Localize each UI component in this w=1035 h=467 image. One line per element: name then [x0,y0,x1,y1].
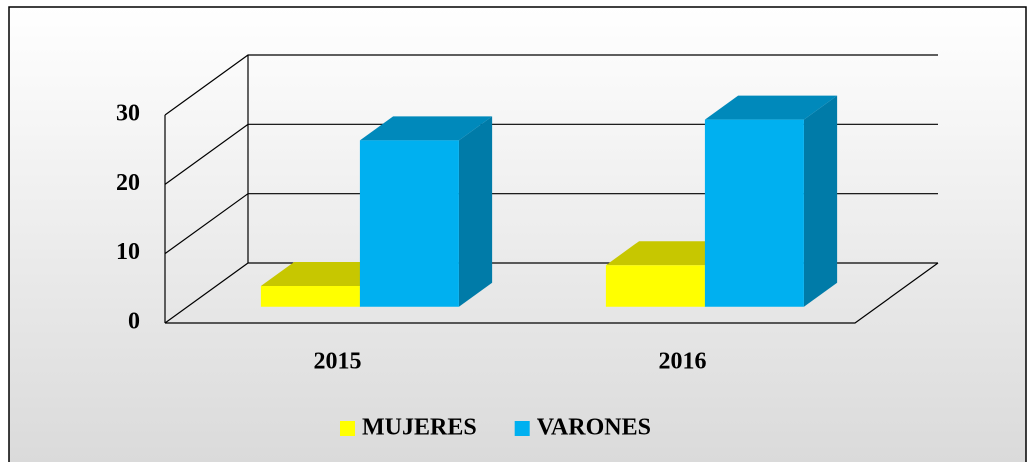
chart-frame [8,6,1027,467]
bar-front [359,140,459,307]
legend-label: VARONES [537,415,651,441]
y-tick-label: 30 [116,101,140,127]
bar-front [605,265,705,307]
grid-line [164,54,938,116]
legend-label: MUJERES [362,415,477,441]
legend-swatch [340,421,355,436]
bar-top [359,116,493,141]
y-tick-label: 0 [128,309,140,335]
legend-swatch [514,421,530,436]
floor [165,262,939,324]
y-tick-label: 20 [116,170,140,196]
bar-side [458,116,493,307]
bar-front [704,119,804,307]
x-tick-label: 2016 [659,349,707,375]
y-tick-label: 10 [116,239,140,265]
x-tick-label: 2015 [314,349,362,375]
bar [359,116,493,307]
bar-side [803,95,838,307]
bar-front [260,286,360,307]
bar [704,95,838,307]
bar-top [704,95,838,120]
